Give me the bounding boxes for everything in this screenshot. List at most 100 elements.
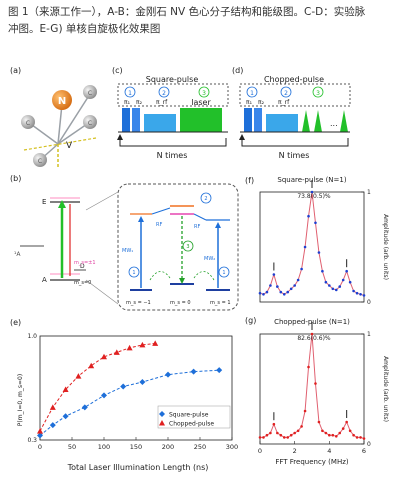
- bond-n-v: [57, 103, 63, 145]
- chart-e-xtick-label-5: 250: [194, 443, 206, 451]
- chart-e-series-1-point-9: [152, 340, 159, 346]
- chopped-pulse-pi1: [244, 108, 252, 132]
- chart-g-xtick-label-1: 2: [293, 447, 297, 455]
- chart-e-series-1-point-4: [88, 362, 95, 369]
- chart-g-point-28: [355, 436, 359, 439]
- chart-e-xtick-label-2: 100: [98, 443, 110, 451]
- chart-f-peak-label: 73.8(0.5)%: [297, 193, 331, 200]
- chart-f-point-30: [362, 294, 366, 297]
- chart-e-series-1-point-1: [49, 404, 56, 410]
- chart-f-point-13: [303, 245, 307, 249]
- chart-e-ylabel: P(m_I=0, m_s=0): [17, 374, 24, 426]
- laser-spike-2: [314, 110, 322, 132]
- chart-e-xtick-label-1: 50: [68, 443, 76, 451]
- chart-g-point-12: [300, 425, 303, 428]
- chart-f-point-19: [324, 280, 328, 284]
- chart-f-point-4: [272, 273, 276, 276]
- chart-g-fit-line: [260, 333, 365, 439]
- chart-g-point-1: [262, 436, 265, 439]
- rf-transition-left: [151, 207, 171, 215]
- pi2-label: π₂: [136, 99, 143, 106]
- loop-arrowhead: [117, 134, 123, 140]
- b-step3-number: 3: [186, 244, 189, 250]
- chart-g-point-10: [293, 431, 296, 435]
- chart-g-point-17: [317, 420, 321, 424]
- chart-f-point-24: [341, 278, 345, 282]
- chart-e-series-1-point-8: [139, 341, 146, 348]
- chart-f-point-14: [307, 214, 310, 218]
- chart-e-xlabel: Total Laser Illumination Length (ns): [67, 463, 209, 472]
- chart-g-xlabel: FFT Frequency (MHz): [275, 458, 349, 466]
- chart-e-series-1-point-3: [75, 373, 82, 379]
- chart-f-ytick-label-0: 0: [367, 299, 371, 306]
- chart-e-series-1-line: [39, 342, 156, 432]
- chart-f-point-12: [300, 267, 303, 271]
- chart-g-point-25: [345, 420, 348, 424]
- chart-g-xtick-label-2: 4: [327, 447, 331, 455]
- square-pulse-diagram: Square-pulse 1 2 3 π₁ π₂ π_rf laser N ti…: [117, 75, 229, 160]
- chart-f-point-26: [348, 280, 352, 284]
- step-2-number: 2: [162, 90, 166, 97]
- b-step1-number: 1: [132, 270, 135, 276]
- chart-f-ytick-label-1: 1: [367, 189, 371, 196]
- chopped-loop-label: N times: [279, 151, 310, 160]
- step-2-marker: [158, 86, 170, 98]
- b-step2-marker: [200, 192, 212, 204]
- optical-excitation-head: [58, 200, 66, 208]
- bottom-label-mid: m_s = 0: [170, 300, 191, 306]
- energy-level-diagram: E ¹A A D m_s=±1 m_s=0 MW₁ 1 MW₂ 1 RF RF …: [14, 183, 239, 311]
- nv-structure-diagram: N C C C C V: [21, 85, 97, 168]
- chart-f-fit-line: [259, 191, 365, 296]
- bottom-label-left: m_s = −1: [126, 300, 151, 306]
- chart-f-point-9: [289, 287, 293, 291]
- chart-e-series-0-point-5: [120, 383, 127, 390]
- chopped-step-3-number: 3: [316, 90, 320, 97]
- chart-g-peak-label: 82.6(0.6)%: [297, 335, 331, 342]
- chart-g-xtick-label-3: 6: [362, 447, 366, 455]
- panel-label-g: (g): [245, 316, 257, 325]
- rf-transition-right: [193, 213, 207, 221]
- chart-g-point-9: [289, 433, 293, 437]
- rf-label-left: RF: [156, 222, 162, 228]
- bond-c2-v: [57, 93, 91, 145]
- caption-line-1: 图 1（来源工作一），A-B：金刚石 NV 色心分子结构和能级图。C-D：实验脉: [8, 6, 366, 18]
- chart-e-legend-box: [157, 405, 231, 429]
- chopped-loop-arrow: [241, 138, 349, 147]
- nitrogen-atom: [52, 90, 72, 110]
- step-1-marker: [124, 86, 136, 98]
- chopped-pi2-label: π₂: [258, 99, 265, 106]
- pulse-pirf: [144, 114, 176, 132]
- step-3-marker: [198, 86, 210, 98]
- chart-e-legend-label-1: Chopped-pulse: [169, 421, 214, 428]
- chart-g-point-3: [269, 431, 272, 435]
- chart-f-point-0: [258, 291, 262, 295]
- chart-f-point-11: [296, 278, 300, 282]
- nitrogen-label: N: [58, 96, 66, 107]
- chart-g-point-16: [314, 382, 317, 385]
- chart-e-series-0-point-3: [81, 404, 88, 411]
- chart-e-ytick-label-1: 1.0: [27, 333, 37, 340]
- chart-f-ylabel: Amplitude (arb. units): [382, 214, 389, 280]
- pirf-label: π_rf: [156, 99, 168, 106]
- carbon-atom-3: [83, 115, 97, 129]
- laser-label: laser: [191, 98, 211, 107]
- chart-e-xtick-label-6: 300: [226, 443, 238, 451]
- zoom-guide-bottom: [85, 279, 119, 305]
- zoom-box: [117, 183, 239, 311]
- panel-label-a: (a): [10, 66, 22, 75]
- b-step2-number: 2: [204, 196, 207, 202]
- label-E: E: [42, 198, 46, 206]
- chart-e-series-0-point-2: [62, 413, 69, 420]
- polarization-chart: P(m_I=0, m_s=0) Total Laser Illumination…: [17, 333, 238, 472]
- chart-f-point-16: [314, 221, 317, 225]
- chart-e-series-0-line: [39, 369, 220, 436]
- chopped-step-2-marker: [280, 86, 292, 98]
- chart-g-point-18: [321, 429, 324, 433]
- chopped-pulse-diagram: Chopped-pulse 1 2 3 π₁ π₂ π_rf ... N tim…: [239, 75, 351, 160]
- chart-e-xtick-label-3: 150: [130, 443, 142, 451]
- chart-g-point-5: [276, 431, 279, 435]
- panel-label-c: (c): [112, 66, 123, 75]
- label-1A: ¹A: [14, 251, 21, 258]
